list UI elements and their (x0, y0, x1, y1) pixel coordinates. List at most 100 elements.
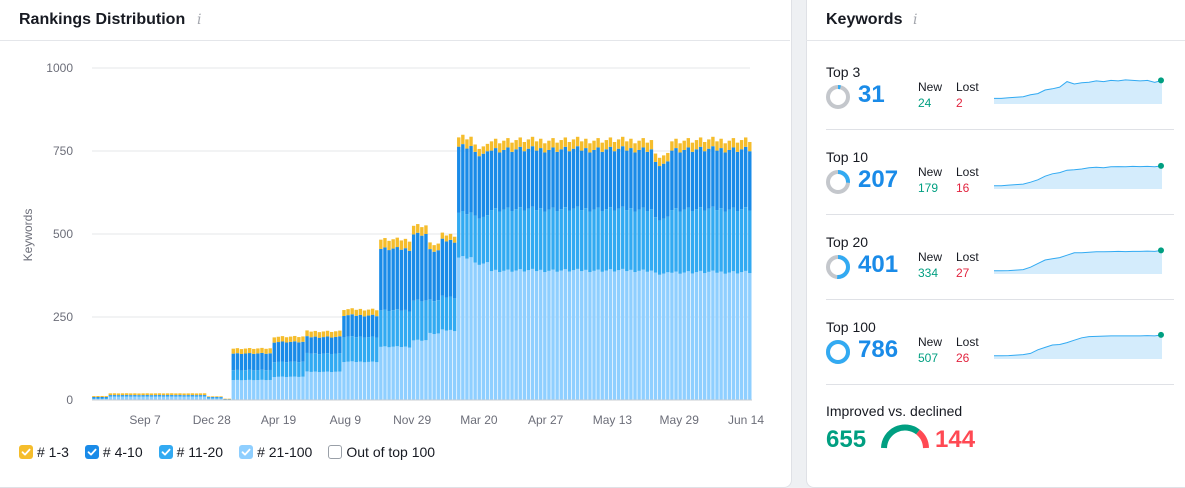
bar-segment-4-10[interactable] (284, 342, 289, 363)
bar-segment-11-20[interactable] (662, 218, 666, 274)
bar-segment-11-20[interactable] (334, 353, 338, 372)
bar-segment-1-3[interactable] (395, 237, 399, 248)
bar-segment-4-10[interactable] (518, 146, 522, 208)
bar-segment-21-100[interactable] (629, 269, 633, 400)
bar-segment-21-100[interactable] (170, 396, 174, 400)
bar-segment-21-100[interactable] (534, 271, 539, 400)
bar-segment-4-10[interactable] (649, 149, 654, 210)
bar-segment-1-3[interactable] (100, 395, 104, 397)
bar-segment-1-3[interactable] (539, 138, 543, 149)
bar-segment-4-10[interactable] (567, 151, 572, 211)
bar-segment-21-100[interactable] (526, 270, 531, 400)
bar-segment-21-100[interactable] (555, 271, 559, 400)
bar-segment-21-100[interactable] (477, 264, 481, 400)
bar-segment-11-20[interactable] (526, 208, 531, 271)
bar-segment-21-100[interactable] (469, 257, 473, 400)
bar-segment-11-20[interactable] (547, 209, 551, 271)
bar-segment-21-100[interactable] (457, 257, 461, 400)
bar-segment-21-100[interactable] (235, 379, 240, 400)
bar-segment-21-100[interactable] (592, 270, 596, 400)
bar-segment-1-3[interactable] (231, 348, 235, 354)
bar-segment-4-10[interactable] (325, 336, 330, 354)
bar-segment-1-3[interactable] (657, 157, 662, 167)
bar-segment-21-100[interactable] (309, 371, 313, 400)
bar-segment-4-10[interactable] (375, 316, 379, 338)
bar-segment-11-20[interactable] (596, 207, 600, 270)
bar-segment-21-100[interactable] (334, 371, 338, 400)
bar-segment-11-20[interactable] (514, 209, 518, 271)
bar-segment-1-3[interactable] (96, 396, 100, 398)
bar-segment-21-100[interactable] (165, 396, 170, 400)
bar-segment-21-100[interactable] (198, 396, 203, 400)
bar-segment-21-100[interactable] (489, 271, 494, 400)
bar-segment-1-3[interactable] (633, 143, 637, 153)
bar-segment-4-10[interactable] (329, 337, 334, 354)
bar-segment-11-20[interactable] (461, 211, 465, 257)
bar-segment-11-20[interactable] (592, 209, 596, 271)
bar-segment-21-100[interactable] (202, 396, 207, 400)
bar-segment-11-20[interactable] (571, 208, 576, 271)
bar-segment-11-20[interactable] (108, 395, 112, 397)
bar-segment-11-20[interactable] (428, 299, 432, 333)
bar-segment-4-10[interactable] (633, 152, 637, 212)
bar-segment-4-10[interactable] (416, 232, 420, 300)
bar-segment-11-20[interactable] (198, 395, 203, 397)
bar-segment-1-3[interactable] (686, 138, 691, 148)
bar-segment-4-10[interactable] (260, 352, 264, 370)
bar-segment-11-20[interactable] (247, 369, 252, 380)
bar-segment-4-10[interactable] (317, 337, 322, 355)
bar-segment-11-20[interactable] (133, 395, 137, 397)
bar-segment-11-20[interactable] (325, 353, 330, 372)
bar-segment-4-10[interactable] (174, 395, 178, 396)
bar-segment-21-100[interactable] (612, 271, 617, 400)
bar-segment-4-10[interactable] (477, 156, 481, 219)
bar-segment-4-10[interactable] (227, 399, 231, 400)
bar-segment-4-10[interactable] (457, 146, 461, 213)
bar-segment-1-3[interactable] (596, 138, 600, 148)
bar-segment-21-100[interactable] (510, 271, 514, 400)
bar-segment-21-100[interactable] (616, 270, 621, 400)
bar-segment-4-10[interactable] (137, 395, 141, 396)
bar-segment-4-10[interactable] (358, 314, 363, 337)
bar-segment-4-10[interactable] (584, 148, 588, 209)
bar-segment-21-100[interactable] (383, 346, 387, 400)
bar-segment-11-20[interactable] (616, 208, 621, 271)
bar-segment-1-3[interactable] (551, 138, 555, 148)
bar-segment-21-100[interactable] (260, 379, 264, 400)
bar-segment-4-10[interactable] (510, 151, 514, 212)
bar-segment-21-100[interactable] (252, 380, 256, 400)
bar-segment-1-3[interactable] (288, 336, 293, 342)
bar-segment-21-100[interactable] (178, 396, 182, 400)
bar-segment-21-100[interactable] (748, 273, 752, 400)
bar-segment-4-10[interactable] (190, 394, 194, 396)
bar-segment-21-100[interactable] (518, 269, 522, 400)
bar-segment-21-100[interactable] (440, 329, 445, 400)
bar-segment-1-3[interactable] (698, 137, 703, 147)
bar-segment-4-10[interactable] (563, 146, 568, 208)
bar-segment-11-20[interactable] (342, 337, 346, 363)
bar-segment-4-10[interactable] (149, 395, 153, 396)
bar-segment-11-20[interactable] (551, 207, 555, 270)
bar-segment-1-3[interactable] (120, 393, 125, 396)
bar-segment-21-100[interactable] (559, 270, 563, 400)
bar-segment-11-20[interactable] (194, 395, 199, 397)
bar-segment-11-20[interactable] (744, 207, 748, 271)
bar-segment-11-20[interactable] (301, 361, 305, 377)
bar-segment-21-100[interactable] (293, 376, 297, 400)
bar-segment-11-20[interactable] (469, 212, 473, 258)
bar-segment-1-3[interactable] (174, 393, 178, 396)
bar-segment-21-100[interactable] (264, 380, 268, 400)
bar-segment-4-10[interactable] (719, 148, 723, 209)
bar-segment-4-10[interactable] (703, 151, 707, 211)
bar-segment-11-20[interactable] (170, 395, 174, 397)
bar-segment-11-20[interactable] (403, 309, 408, 347)
bar-segment-4-10[interactable] (744, 146, 748, 208)
bar-segment-1-3[interactable] (670, 141, 674, 151)
bar-segment-1-3[interactable] (666, 152, 670, 162)
legend-checkbox-top100[interactable] (239, 445, 254, 459)
bar-segment-21-100[interactable] (124, 396, 129, 400)
bar-segment-4-10[interactable] (170, 394, 174, 396)
bar-segment-11-20[interactable] (604, 209, 609, 271)
bar-segment-4-10[interactable] (235, 353, 240, 370)
bar-segment-11-20[interactable] (252, 370, 256, 381)
